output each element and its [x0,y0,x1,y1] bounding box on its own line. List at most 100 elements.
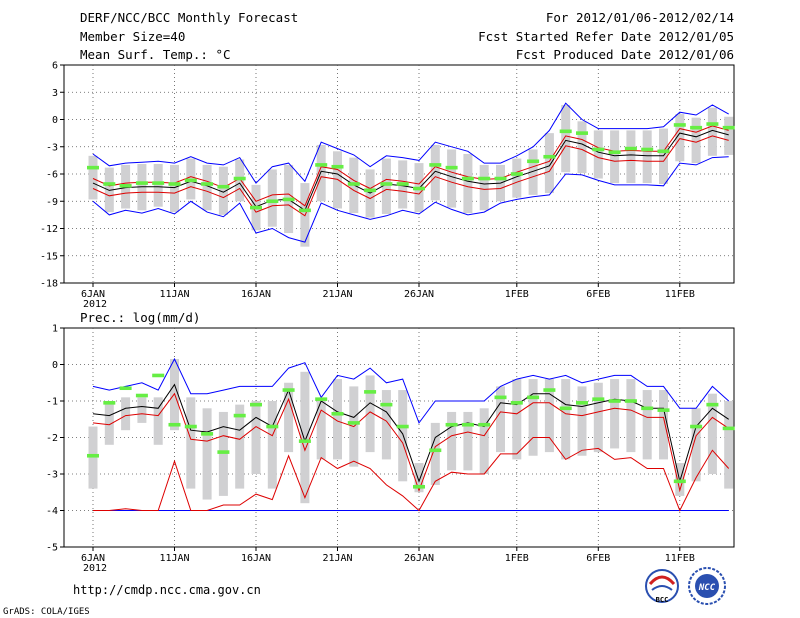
year-label-bottom: 2012 [83,563,107,574]
temp-observed-marker [706,122,719,126]
precip-spread-box [251,401,261,474]
temp-observed-marker [510,172,523,176]
temp-spread-box [316,144,326,202]
variable-label-precip: Prec.: log(mm/d) [80,310,200,325]
temp-spread-box [610,130,620,184]
temp-observed-marker [184,178,197,183]
temp-spread-box [528,149,538,195]
temp-observed-marker [592,147,605,152]
temp-spread-box [153,164,163,207]
precip-spread-box [137,397,147,423]
temp-observed-marker [201,182,214,186]
precip-observed-marker [478,422,491,427]
temp-min-line [92,156,729,243]
precip-observed-marker [233,413,246,418]
precip-observed-marker [624,399,637,403]
temp-observed-marker [233,176,246,181]
temp-spread-box [626,130,636,184]
precip-spread-box [610,379,620,449]
temp-spread-box [170,164,179,213]
precip-spread-box [430,422,440,485]
precip-observed-marker [87,453,99,458]
temp-spread-box [707,107,717,156]
precip-spread-box [381,390,391,460]
precip-observed-marker [445,422,458,427]
temperature-panel: 6 3 0 -3 -6 -9 -12 -15 -18 6JAN 11JAN 16JAN 21JAN 26… [40,61,735,300]
precip-ytick-label: -2 [46,433,58,444]
precip-spread-box [724,401,734,489]
temp-spread-box [512,158,522,198]
temp-xtick-label: 6FEB [586,289,610,300]
temp-spread-box [593,130,603,179]
precip-ytick-label: -1 [46,397,58,408]
precip-spread-box [528,379,538,456]
precip-xtick-label: 11JAN [159,553,189,564]
temp-observed-marker [152,181,165,185]
temp-spread-box [561,104,571,173]
temp-xtick-label: 6JAN [81,289,105,300]
temp-spread-box [642,130,652,184]
precip-observed-marker [347,421,360,425]
grads-credit: GrADS: COLA/IGES [3,607,90,617]
precip-observed-marker [266,424,279,429]
precip-observed-marker [527,395,540,400]
precip-observed-marker [413,484,425,489]
precip-observed-marker [119,386,132,391]
precip-observed-marker [152,373,165,378]
precip-spread-box [235,404,245,489]
fcst-started-date: Fcst Started Refer Date 2012/01/05 [478,29,734,44]
temp-spread-box [430,144,440,201]
precip-spread-box [496,386,505,453]
precip-observed-marker [608,399,621,403]
precip-spread-box [365,375,375,453]
temp-spread-box [267,169,277,227]
temp-observed-marker [608,150,621,154]
temp-max-line [92,102,729,184]
temp-mean-line [92,129,729,212]
precip-xtick-label: 11FEB [665,553,695,564]
precip-spread-box [577,386,587,456]
temp-observed-marker [673,123,686,127]
precip-observed-marker [250,402,262,407]
temp-ytick-label: -3 [46,142,58,153]
temp-xtick-label: 26JAN [404,289,434,300]
precip-observed-marker [673,479,686,484]
chart-title: DERF/NCC/BCC Monthly Forecast [80,10,298,25]
precip-spread-box [463,411,473,471]
temp-spread-box [544,133,554,194]
precip-mean-line [92,383,729,484]
temp-xtick-label: 16JAN [241,289,271,300]
precipitation-panel: 1 0 -1 -2 -3 -4 -5 6JAN 11JAN 16JAN 21JAN 26JAN 1FE… [46,324,735,564]
precip-observed-marker [184,424,197,429]
variable-label-temp: Mean Surf. Temp.: °C [80,47,231,62]
temp-xtick-label: 11FEB [665,289,695,300]
precip-spread-box [202,408,212,500]
temp-observed-marker [298,208,311,213]
source-url: http://cmdp.ncc.cma.gov.cn [73,583,261,597]
precip-observed-marker [576,401,588,405]
temp-ytick-label: -18 [40,279,58,290]
temp-observed-marker [478,176,491,181]
temp-observed-marker [87,165,99,170]
temp-observed-marker [624,146,637,151]
precip-spread-box [88,426,98,489]
temp-observed-marker [119,184,132,188]
precip-spread-box [316,401,326,460]
temp-observed-marker [494,176,507,181]
precip-observed-marker [168,422,181,427]
temp-observed-marker [266,199,279,204]
temp-observed-marker [135,181,148,185]
precip-spread-box [300,371,310,504]
temp-spread-box [691,117,701,164]
temp-spread-box [202,164,212,211]
temp-observed-marker [364,188,377,193]
precip-xtick-label: 6FEB [586,553,610,564]
precip-observed-marker [510,401,523,405]
temp-spread-box [577,121,587,174]
precip-spread-box [707,393,717,474]
precip-xtick-label: 6JAN [81,553,105,564]
precip-spread-box [626,379,636,453]
precip-xtick-label: 16JAN [241,553,271,564]
precip-observed-marker [429,448,442,453]
precip-upper-line [92,392,729,493]
